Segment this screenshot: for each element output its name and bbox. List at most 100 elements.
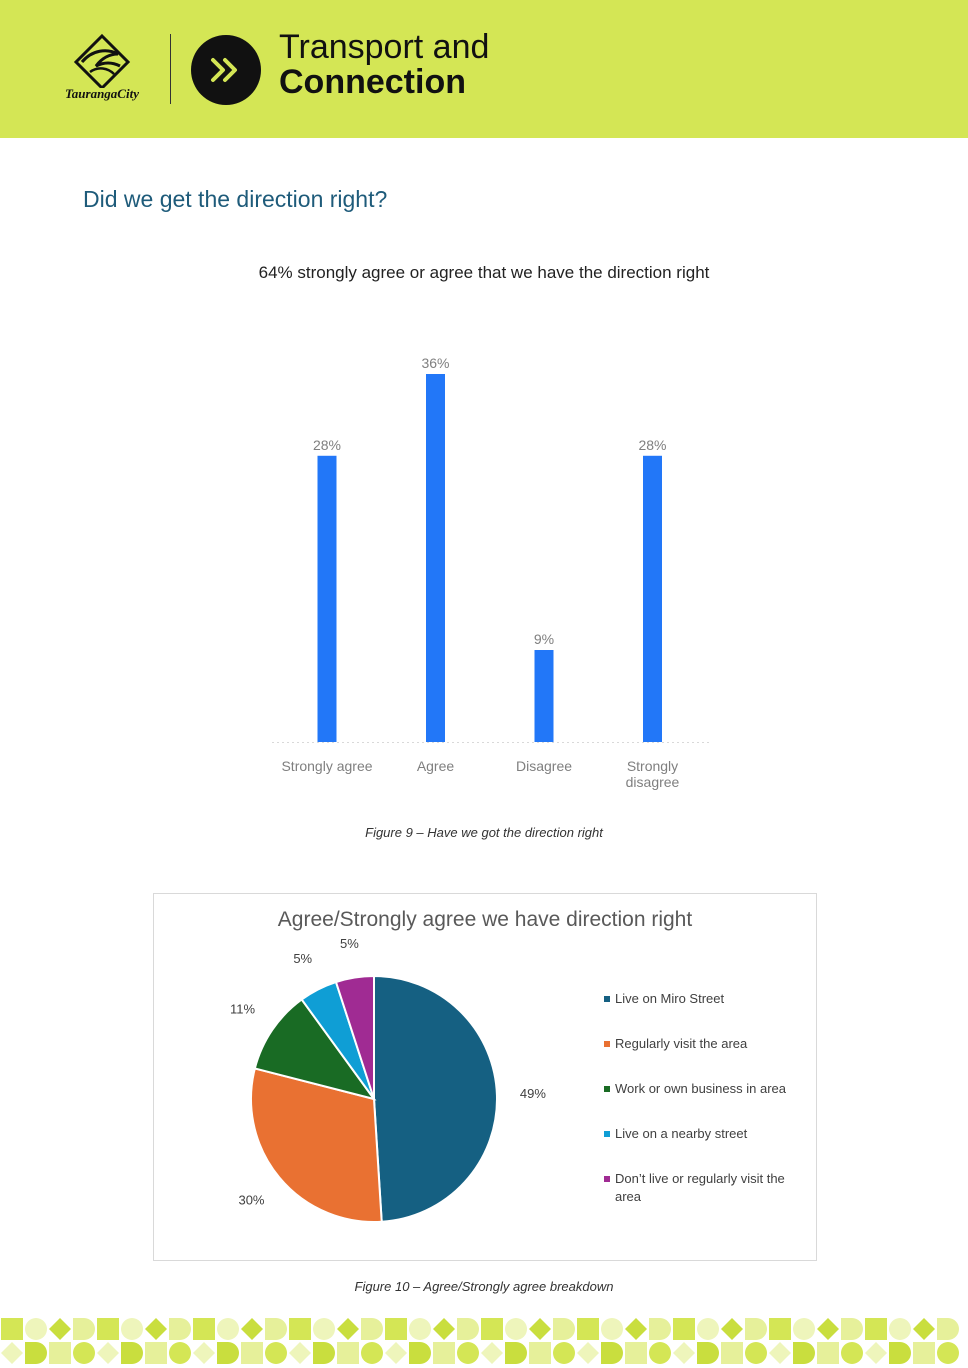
bar-data-label: 9%: [534, 631, 554, 647]
legend-item: Don’t live or regularly visit the area: [604, 1170, 814, 1215]
pattern-half-round: [121, 1342, 143, 1364]
legend-item: Live on Miro Street: [604, 990, 814, 1035]
pattern-half-round: [265, 1318, 287, 1340]
pattern-half-round: [25, 1342, 47, 1364]
legend-label: Live on a nearby street: [615, 1126, 748, 1141]
pattern-circle: [649, 1342, 671, 1364]
bar: [317, 455, 337, 742]
pattern-half-round: [601, 1342, 623, 1364]
legend-swatch: [604, 1176, 610, 1182]
pattern-circle: [265, 1342, 287, 1364]
pattern-circle: [313, 1318, 335, 1340]
pattern-diamond: [625, 1318, 647, 1340]
section-heading: Did we get the direction right?: [83, 186, 388, 212]
pattern-circle: [121, 1318, 143, 1340]
pie-chart-title: Agree/Strongly agree we have direction r…: [277, 908, 693, 931]
pie-chart: 49% 30% 11% 5% 5%: [230, 936, 546, 1223]
pattern-circle: [553, 1342, 575, 1364]
pattern-square: [97, 1318, 119, 1340]
pattern-circle: [505, 1318, 527, 1340]
pattern-half-round: [889, 1342, 911, 1364]
pie-data-label: 30%: [238, 1192, 264, 1207]
pattern-diamond: [1, 1342, 23, 1364]
bar: [426, 374, 445, 742]
figure-9-caption: Figure 9 – Have we got the direction rig…: [365, 825, 603, 840]
pattern-diamond: [241, 1318, 263, 1340]
header-title-line2: Connection: [279, 63, 466, 101]
pattern-half-round: [697, 1342, 719, 1364]
pattern-diamond: [433, 1318, 455, 1340]
pattern-diamond: [481, 1342, 503, 1364]
header-title-line1: Transport and: [279, 28, 490, 66]
pie-slice: [253, 998, 377, 1101]
pattern-square: [385, 1318, 407, 1340]
pattern-square: [817, 1342, 839, 1364]
pattern-circle: [361, 1342, 383, 1364]
bar-data-label: 28%: [638, 437, 666, 453]
bar-chart: 28% Strongly agree 36% Agree 9% Disagree 28% St…: [272, 355, 712, 790]
pattern-half-round: [313, 1342, 335, 1364]
pie-slice: [334, 974, 375, 1100]
pattern-diamond: [49, 1318, 71, 1340]
pattern-square: [625, 1342, 647, 1364]
pattern-diamond: [385, 1342, 407, 1364]
pattern-half-round: [937, 1318, 959, 1340]
bar-chart-heading: 64% strongly agree or agree that we have…: [258, 263, 710, 282]
pattern-circle: [25, 1318, 47, 1340]
pattern-diamond: [145, 1318, 167, 1340]
pattern-half-round: [361, 1318, 383, 1340]
pie-data-label: 5%: [293, 951, 312, 966]
legend-label: Don’t live or regularly visit the area: [615, 1171, 785, 1204]
pattern-circle: [793, 1318, 815, 1340]
pattern-square: [433, 1342, 455, 1364]
tauranga-city-logo: TaurangaCity: [52, 32, 152, 108]
pattern-square: [145, 1342, 167, 1364]
legend-item: Live on a nearby street: [604, 1125, 814, 1170]
pattern-diamond: [865, 1342, 887, 1364]
pattern-diamond: [529, 1318, 551, 1340]
header-title: Transport and Connection: [279, 30, 489, 100]
pattern-square: [49, 1342, 71, 1364]
figure-10-caption: Figure 10 – Agree/Strongly agree breakdo…: [354, 1279, 614, 1294]
pie-data-label: 49%: [520, 1086, 546, 1101]
legend-swatch: [604, 1131, 610, 1137]
pie-slice: [373, 974, 498, 1223]
pattern-square: [913, 1342, 935, 1364]
legend-swatch: [604, 1086, 610, 1092]
pattern-diamond: [673, 1342, 695, 1364]
pattern-circle: [889, 1318, 911, 1340]
bar-category-label: disagree: [626, 774, 680, 790]
pie-data-label: 11%: [230, 1002, 255, 1017]
pattern-half-round: [649, 1318, 671, 1340]
pie-legend: Live on Miro Street Regularly visit the a…: [604, 990, 814, 1215]
logo-text: TaurangaCity: [65, 86, 139, 101]
pie-chart-box: Agree/Strongly agree we have direction r…: [153, 893, 817, 1261]
pattern-diamond: [817, 1318, 839, 1340]
tauranga-city-logo-icon: [73, 33, 131, 91]
pattern-circle: [697, 1318, 719, 1340]
pattern-diamond: [289, 1342, 311, 1364]
bar-data-label: 36%: [421, 355, 449, 371]
pattern-diamond: [721, 1318, 743, 1340]
pattern-square: [865, 1318, 887, 1340]
pie-data-label: 5%: [340, 936, 359, 951]
pattern-circle: [745, 1342, 767, 1364]
pattern-half-round: [793, 1342, 815, 1364]
bar-category-label: Disagree: [516, 758, 572, 774]
pattern-half-round: [457, 1318, 479, 1340]
pattern-circle: [169, 1342, 191, 1364]
pattern-circle: [601, 1318, 623, 1340]
pattern-half-round: [841, 1318, 863, 1340]
bar: [643, 455, 662, 742]
pattern-diamond: [769, 1342, 791, 1364]
page-header: TaurangaCity Transport and Connection: [0, 0, 968, 138]
header-divider: [170, 34, 171, 104]
pattern-circle: [841, 1342, 863, 1364]
legend-label: Live on Miro Street: [615, 991, 725, 1006]
bar-category-label: Agree: [417, 758, 455, 774]
decorative-footer-pattern: [1, 1318, 959, 1364]
legend-swatch: [604, 996, 610, 1002]
pattern-circle: [73, 1342, 95, 1364]
pattern-circle: [937, 1342, 959, 1364]
pattern-square: [529, 1342, 551, 1364]
